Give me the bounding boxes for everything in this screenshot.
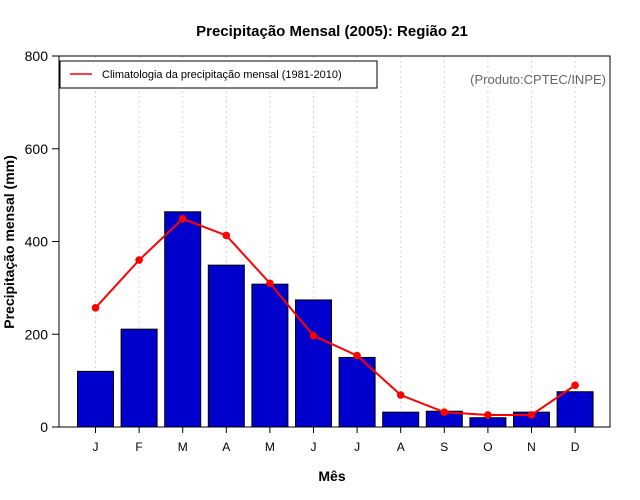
x-tick-label: O	[483, 440, 492, 454]
bar	[556, 391, 594, 428]
x-tick-label: F	[135, 440, 142, 454]
bar	[120, 328, 158, 428]
x-tick-label: A	[397, 440, 405, 454]
x-tick-label: A	[222, 440, 230, 454]
y-tick-label: 200	[25, 326, 49, 342]
x-tick-label: M	[265, 440, 275, 454]
climatology-point	[266, 279, 274, 288]
climatology-point	[484, 411, 492, 419]
x-tick-label: J	[354, 440, 360, 454]
vertical-grid	[95, 56, 576, 427]
y-tick-label: 0	[40, 419, 48, 435]
x-tick-label: J	[311, 440, 317, 454]
bar	[77, 370, 114, 428]
climatology-point	[135, 256, 143, 264]
bar	[469, 417, 507, 428]
legend-entry-climatology: Climatologia da precipitação mensal (198…	[102, 69, 342, 81]
bar-series	[77, 211, 594, 428]
climatology-point	[527, 411, 536, 419]
x-axis-label: Mês	[318, 468, 345, 484]
climatology-line-series	[91, 214, 579, 419]
source-credit: (Produto:CPTEC/INPE)	[470, 72, 606, 87]
x-tick-label: J	[93, 440, 99, 454]
bar	[251, 283, 289, 428]
legend-box	[59, 60, 378, 89]
climatology-point	[396, 391, 405, 399]
climatology-point	[571, 381, 579, 390]
climatology-point	[178, 214, 187, 223]
climatology-line	[94, 217, 576, 416]
y-axis-label: Precipitação mensal (mm)	[1, 155, 17, 329]
climatology-point	[91, 304, 100, 312]
climatology-point	[353, 351, 361, 360]
climatology-point	[440, 408, 449, 416]
y-tick-label: 800	[25, 48, 49, 64]
y-axis: 0 200 400 600 800	[25, 48, 59, 435]
legend: Climatologia da precipitação mensal (198…	[59, 60, 378, 89]
bar	[382, 411, 420, 428]
x-tick-label: N	[527, 440, 536, 454]
bar	[207, 264, 245, 428]
x-tick-label: S	[440, 440, 448, 454]
climatology-point	[222, 231, 231, 240]
bar	[164, 211, 202, 428]
x-tick-label: M	[178, 440, 188, 454]
climatology-point	[309, 331, 318, 340]
x-tick-label: D	[571, 440, 580, 454]
y-tick-label: 600	[25, 141, 49, 157]
y-tick-label: 400	[25, 234, 49, 250]
chart-title: Precipitação Mensal (2005): Região 21	[196, 23, 468, 40]
